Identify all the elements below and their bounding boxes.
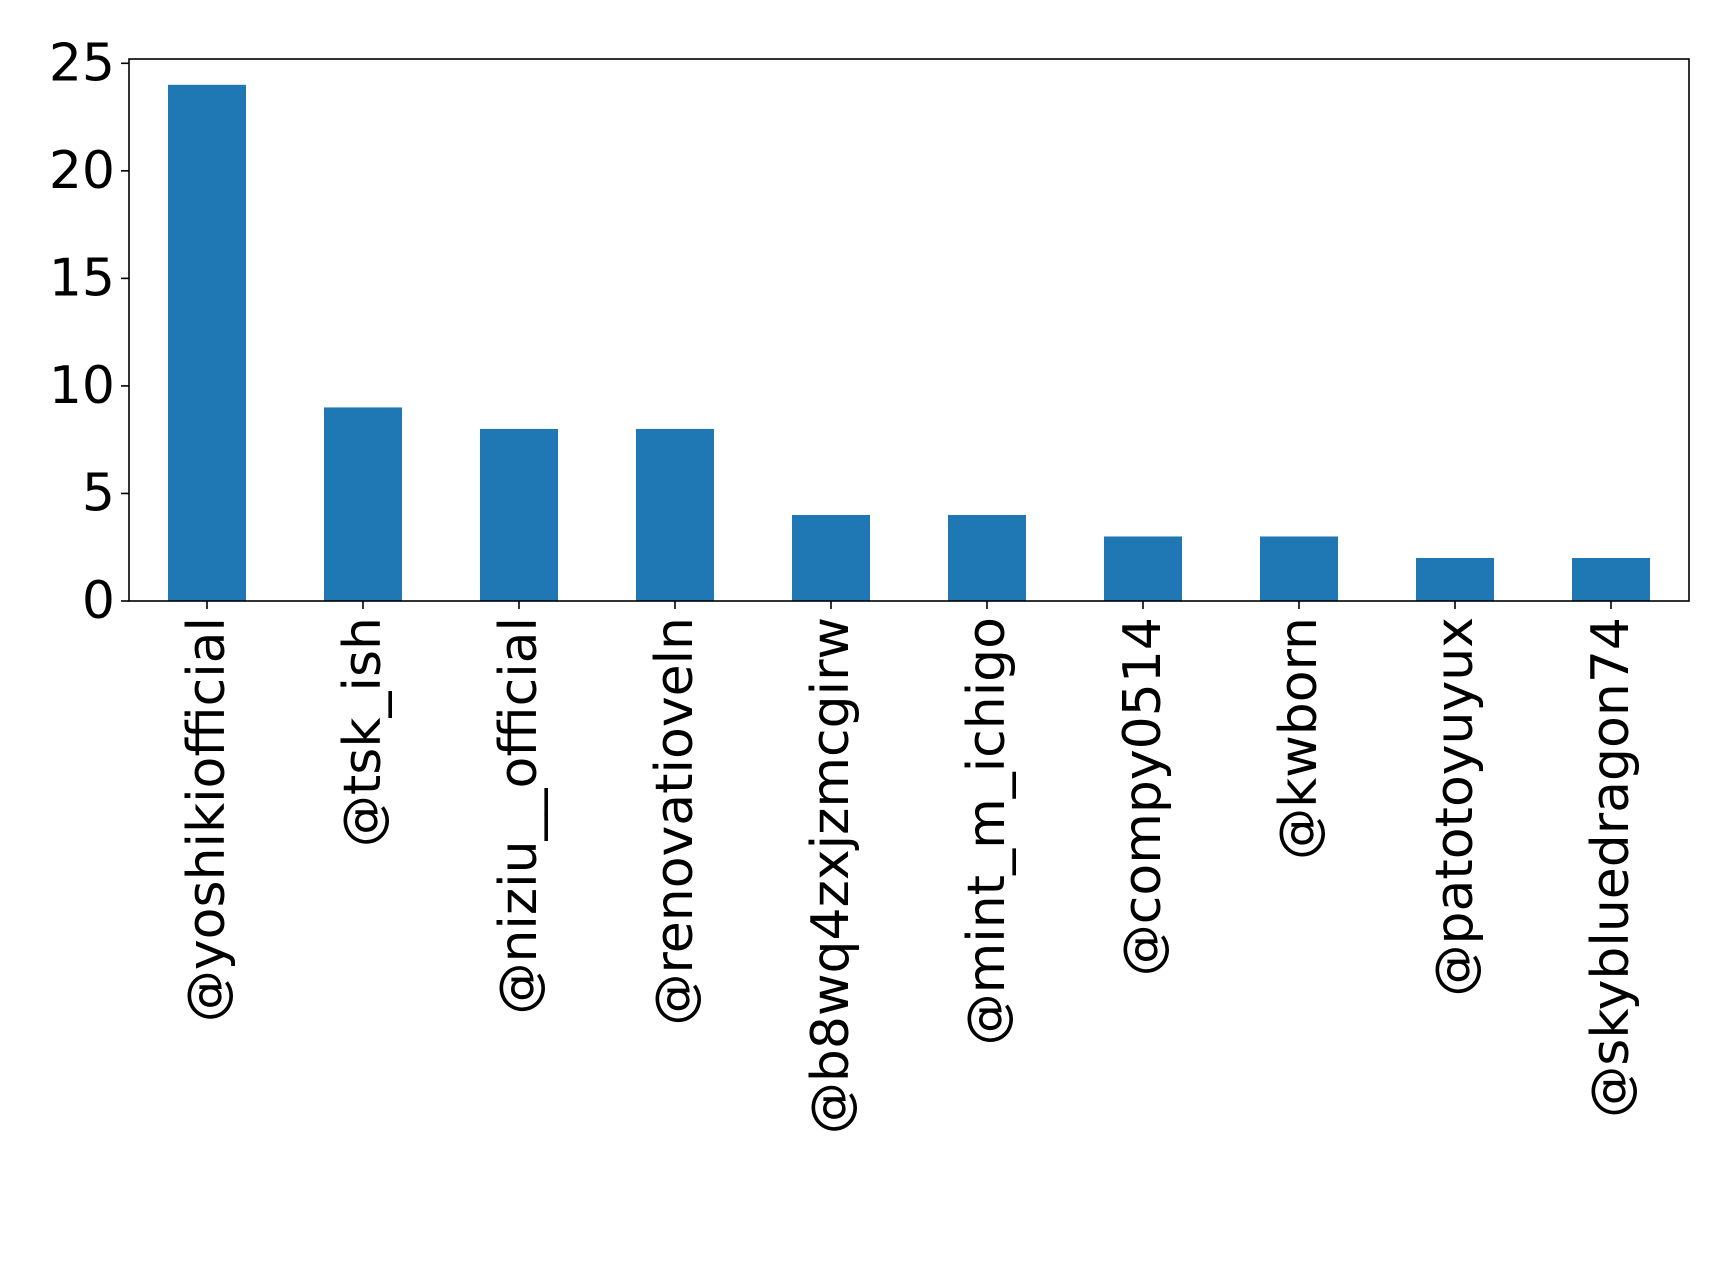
y-tick-label: 10 bbox=[49, 356, 115, 416]
bar bbox=[1572, 557, 1650, 601]
y-tick-label: 25 bbox=[49, 33, 115, 93]
bars-layer bbox=[168, 84, 1650, 601]
bar bbox=[480, 428, 558, 601]
x-tick-label: @b8wq4zxjzmcgirw bbox=[801, 617, 861, 1134]
bar bbox=[1416, 557, 1494, 601]
x-tick-label: @yoshikiofficial bbox=[177, 617, 237, 1022]
x-tick-label: @tsk_ish bbox=[333, 617, 393, 847]
y-tick-label: 5 bbox=[82, 463, 115, 523]
bar bbox=[1104, 536, 1182, 601]
x-tick-label: @skybluedragon74 bbox=[1581, 617, 1641, 1118]
y-tick-label: 0 bbox=[82, 571, 115, 631]
plot-frame bbox=[128, 58, 1690, 602]
x-tick-label: @mint_m_ichigo bbox=[957, 617, 1017, 1045]
bar bbox=[948, 514, 1026, 601]
bar bbox=[324, 407, 402, 601]
x-tick-label: @niziu__official bbox=[489, 617, 549, 1015]
x-tick-label: @compy0514 bbox=[1113, 617, 1173, 976]
bar bbox=[792, 514, 870, 601]
x-tick-label: @kwborn bbox=[1269, 617, 1329, 860]
x-tick-label: @patotoyuyux bbox=[1425, 617, 1485, 997]
bar bbox=[636, 428, 714, 601]
bar bbox=[168, 84, 246, 601]
y-tick-label: 15 bbox=[49, 248, 115, 308]
bar bbox=[1260, 536, 1338, 601]
x-axis: @yoshikiofficial @tsk_ish @niziu__official… bbox=[177, 601, 1641, 1134]
y-tick-label: 20 bbox=[49, 141, 115, 201]
x-tick-label: @renovatioveln bbox=[645, 617, 705, 1025]
y-axis: 0 5 10 15 20 25 bbox=[49, 33, 129, 631]
